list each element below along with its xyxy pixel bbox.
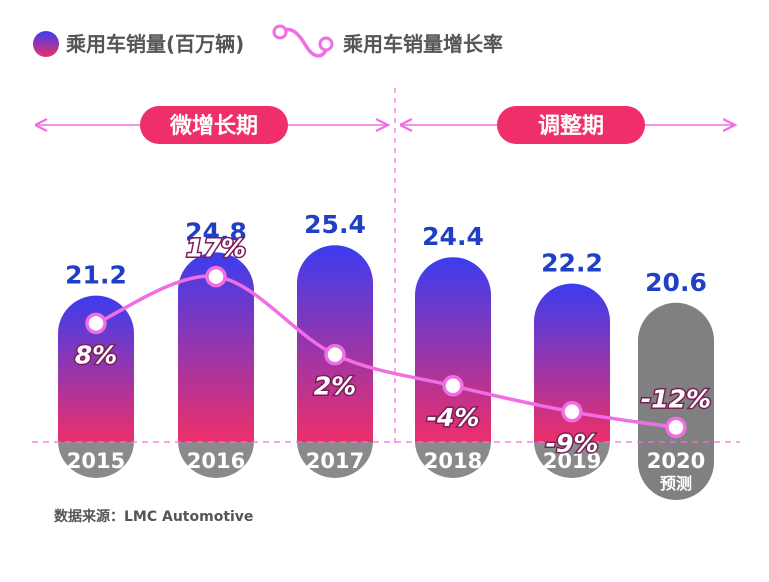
bars-group: 21.2 2015 24.8 2016 25.4 2017 24.4 2018 22.2 2019… (58, 210, 714, 500)
growth-point (442, 375, 464, 397)
legend-growth-swatch (272, 24, 334, 58)
period-badge-adjust (497, 106, 645, 144)
forecast-note: 预测 (660, 474, 692, 493)
year-label: 2015 (67, 449, 125, 473)
bar-value-label: 24.4 (422, 222, 484, 251)
growth-point (205, 265, 227, 288)
bar (415, 257, 491, 442)
legend: 乘用车销量(百万辆) 乘用车销量增长率 (33, 24, 503, 58)
growth-rate-label: 8% (75, 340, 117, 369)
year-label: 2017 (306, 449, 364, 473)
legend-sales-label: 乘用车销量(百万辆) (65, 32, 244, 56)
growth-rate-label: 17% (186, 234, 246, 263)
year-label: 2018 (424, 449, 482, 473)
bar-value-label: 24.8 (185, 217, 247, 246)
year-label: 2016 (187, 449, 245, 473)
period-markers: 微增长期 调整期 (38, 88, 735, 445)
bar (178, 252, 254, 442)
bar (297, 245, 373, 442)
growth-rate-label: -4% (427, 403, 480, 432)
bar-value-label: 20.6 (645, 268, 707, 297)
year-label: 2020 (647, 449, 705, 473)
period-label-growth: 微增长期 (169, 113, 258, 139)
year-label: 2019 (543, 449, 601, 473)
bar-value-label: 25.4 (304, 210, 366, 239)
bar (534, 283, 610, 442)
growth-point (324, 343, 346, 366)
legend-growth-label: 乘用车销量增长率 (342, 32, 503, 56)
growth-rate-label: 2% (314, 372, 356, 401)
bar-value-label: 21.2 (65, 261, 127, 290)
period-label-adjust: 调整期 (538, 113, 604, 139)
growth-point (665, 416, 687, 439)
source-note: 数据来源：LMC Automotive (54, 509, 254, 525)
period-badge-growth (140, 106, 288, 144)
growth-point (561, 401, 583, 423)
growth-rate-label: -12% (641, 384, 711, 413)
growth-rate-label: -9% (546, 429, 599, 458)
bar-value-label: 22.2 (541, 249, 603, 278)
growth-line-group: 8% 17% 2% -4% -9% -12% (73, 232, 712, 459)
legend-sales-swatch (33, 31, 59, 57)
growth-point (85, 312, 107, 335)
bar-forecast (638, 302, 714, 500)
bar (58, 295, 134, 442)
